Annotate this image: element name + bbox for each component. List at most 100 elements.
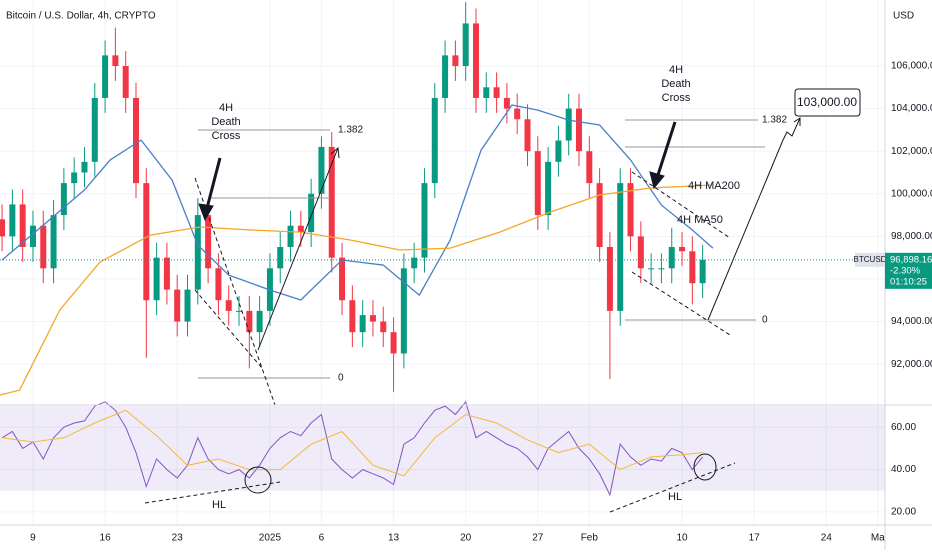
symbol-box [855,252,885,267]
x-tick-label: 9 [30,533,36,544]
candle-body [483,87,490,98]
candle-body [380,321,387,333]
arrow [655,121,677,179]
candle-body [194,215,201,290]
trend-line [257,147,339,351]
x-tick-label: 2025 [259,533,282,544]
y-tick-label: 102,000.00 [891,146,932,157]
candle-body [534,151,541,216]
marks [0,2,714,497]
candle-body [0,219,6,237]
candle-body [153,257,160,301]
rsi-tick-label: 60.00 [891,422,916,433]
hl-label: HL [668,491,682,503]
candle-body [421,183,428,258]
channel-line [631,171,731,239]
legend-label: 4H MA200 [688,180,740,192]
y-tick-label: 98,000.00 [891,231,932,242]
candle-body [297,225,304,233]
hl-circle [244,466,272,494]
symbol-label: BTCUSD [854,255,887,264]
y-tick-label: 104,000.00 [891,103,932,114]
channel-line [194,289,263,369]
fib-label: 0 [762,315,768,326]
candle-body [576,108,583,152]
candle-body [9,204,16,237]
candle-body [462,23,469,67]
candle-body [493,87,500,98]
candle-body [19,204,26,248]
y-tick-label: 100,000.00 [891,188,932,199]
legend-label: 4H MA50 [677,214,723,226]
x-tick-label: 10 [676,533,688,544]
candle-body [143,183,150,301]
ma-line [0,184,712,396]
candle-body [658,268,665,270]
candle-body [91,97,98,162]
candle-body [596,183,603,248]
candle-body [184,289,191,322]
candle-body [60,183,67,216]
y-tick-label: 94,000.00 [891,316,932,327]
candle-body [503,97,510,109]
channel-line [631,271,731,336]
candle-body [328,146,335,258]
rsi-band-layer [0,406,885,491]
candle-body [679,247,686,252]
candle-body [112,55,119,67]
candle-body [431,97,438,184]
candle-body [122,66,129,98]
candle-body [689,251,696,284]
rsi-tick-label: 40.00 [891,464,916,475]
rsi-line [1,400,703,497]
death-cross-label: 4H [669,64,683,76]
channel-line [194,177,276,406]
candle-body [205,215,212,269]
currency-label: USD [893,11,914,22]
y-tick-label: 106,000.00 [891,61,932,72]
hl-line [144,481,281,504]
arrow-head [649,171,665,190]
x-tick-label: 6 [319,533,325,544]
candle-body [390,332,397,354]
candle-body [339,257,346,301]
rsi-band [0,406,885,491]
candle-body [637,236,644,269]
death-cross-label: 4H [219,102,233,114]
x-tick-label: 16 [100,533,112,544]
hl-line [609,462,736,513]
candle-body [174,289,181,322]
annotations: Bitcoin / U.S. Dollar, 4h, CRYPTO USD 4H… [6,11,914,511]
x-tick-label: 13 [388,533,400,544]
candle-body [359,315,366,333]
candle-body [648,268,655,270]
hl-circle [693,453,717,481]
target-label: 103,000.00 [797,95,857,109]
ma-line [1,104,714,301]
candle-body [349,300,356,333]
candle-body [287,225,294,248]
candle-body [606,247,613,311]
projection-line [707,117,801,321]
y-tick-label: 92,000.00 [891,359,932,370]
candle-body [225,300,232,311]
candle-body [246,310,253,333]
candle-body [565,108,572,141]
x-tick-label: Feb [581,533,599,544]
candle-body [472,23,479,98]
candle-body [617,183,624,311]
candle-body [524,119,531,152]
candle-body [668,247,675,269]
candle-body [236,310,243,312]
candle-body [514,108,521,120]
candle-body [40,225,47,269]
x-tick-label: Ma [871,533,885,544]
x-tick-label: 24 [821,533,833,544]
candle-body [400,268,407,354]
candle-body [277,247,284,269]
candle-body [555,140,562,162]
x-tick-label: 27 [532,533,544,544]
price-box [885,252,932,289]
candle-body [318,146,325,194]
